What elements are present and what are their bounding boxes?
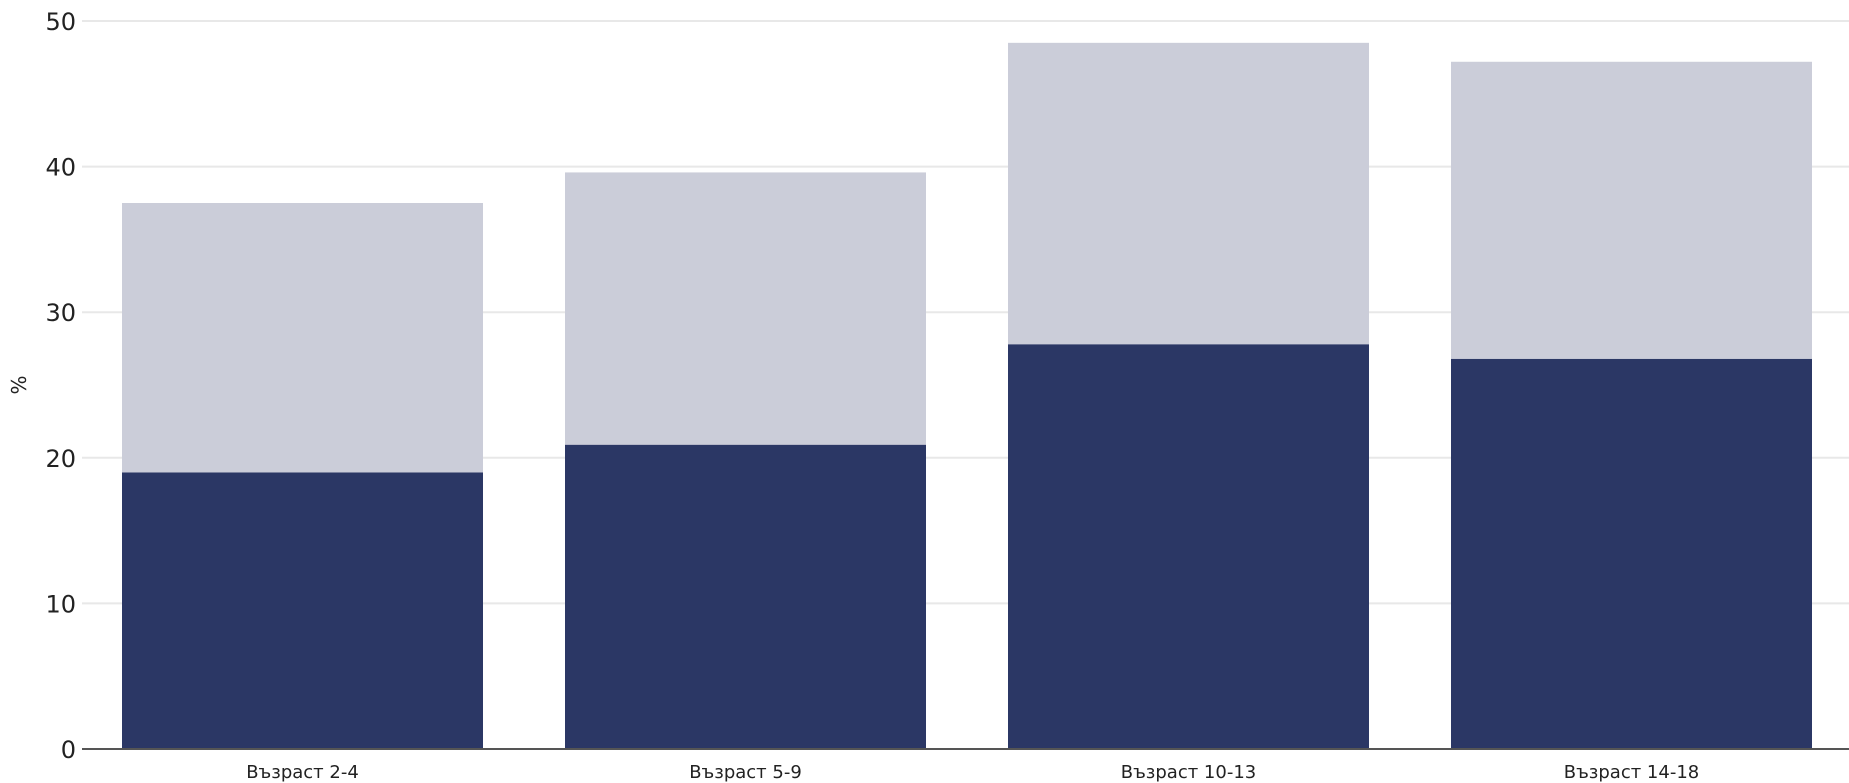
y-tick-label: 30 xyxy=(45,299,76,327)
bar-segment-lower xyxy=(122,472,483,749)
x-tick-label: Възраст 5-9 xyxy=(689,762,802,783)
x-tick-label: Възраст 2-4 xyxy=(246,762,359,783)
x-tick-label: Възраст 10-13 xyxy=(1121,762,1257,783)
bar-segment-upper xyxy=(1451,61,1812,359)
y-tick-label: 0 xyxy=(61,736,76,764)
bar-segment-upper xyxy=(1008,42,1369,345)
labels: 0 10 20 30 40 50 Възраст 2-4 Възраст 5-9 Възраст… xyxy=(45,8,1699,783)
y-axis-label: % xyxy=(7,375,31,394)
bar-segment-lower xyxy=(1008,344,1369,749)
y-tick-label: 50 xyxy=(45,8,76,36)
bar-segment-upper xyxy=(565,172,926,445)
bar-segment-lower xyxy=(565,444,926,749)
y-tick-label: 10 xyxy=(45,590,76,618)
bars xyxy=(122,42,1812,749)
bar-segment-upper xyxy=(122,203,483,473)
y-tick-label: 20 xyxy=(45,445,76,473)
x-tick-label: Възраст 14-18 xyxy=(1564,762,1700,783)
bar-segment-lower xyxy=(1451,358,1812,749)
y-tick-label: 40 xyxy=(45,154,76,182)
